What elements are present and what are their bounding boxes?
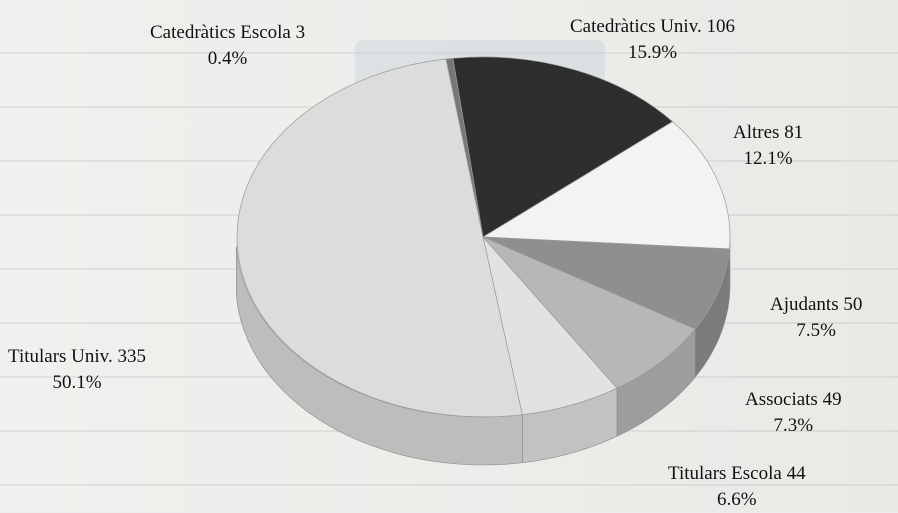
label-ajudants-percent: 7.5% — [796, 320, 836, 341]
label-altres: Altres 81 12.1% — [733, 120, 803, 172]
slice-value-text: 81 — [784, 122, 804, 143]
slice-label-text: Catedràtics Escola — [150, 22, 291, 43]
slice-value-text: 335 — [117, 346, 146, 367]
label-titulars-escola: Titulars Escola 44 6.6% — [668, 461, 806, 513]
label-catedratics-escola-name: Catedràtics Escola 3 — [150, 20, 305, 46]
pie-slice-6 — [445, 57, 484, 238]
label-titulars-escola-name: Titulars Escola 44 — [668, 461, 806, 487]
label-catedratics-univ-name: Catedràtics Univ. 106 — [570, 14, 735, 40]
slice-value-text: 50 — [843, 294, 863, 315]
label-catedratics-escola-percent: 0.4% — [207, 48, 248, 69]
pie-slice-1 — [481, 121, 731, 250]
slice-label-text: Altres — [733, 122, 780, 143]
pie-slice-5 — [236, 58, 523, 418]
slice-value-text: 49 — [822, 389, 842, 410]
label-titulars-escola-percent: 6.6% — [717, 489, 757, 510]
label-associats: Associats 49 7.3% — [745, 387, 842, 439]
label-associats-name: Associats 49 — [745, 387, 842, 413]
label-ajudants-name: Ajudants 50 — [770, 292, 862, 318]
label-altres-name: Altres 81 — [733, 120, 803, 146]
slice-label-text: Titulars Univ. — [8, 346, 113, 367]
slice-value-text: 106 — [706, 16, 735, 37]
slice-label-text: Titulars Escola — [668, 463, 782, 484]
label-altres-percent: 12.1% — [743, 148, 793, 169]
label-titulars-univ: Titulars Univ. 335 50.1% — [8, 344, 146, 396]
slice-label-text: Associats — [745, 389, 818, 410]
slice-label-text: Catedràtics Univ. — [570, 16, 702, 37]
label-catedratics-univ-percent: 15.9% — [627, 42, 678, 63]
pie-slice-2 — [482, 236, 730, 330]
label-catedratics-univ: Catedràtics Univ. 106 15.9% — [570, 14, 735, 66]
slice-label-text: Ajudants — [770, 294, 839, 315]
slice-value-text: 44 — [786, 463, 806, 484]
label-titulars-univ-percent: 50.1% — [52, 372, 102, 393]
label-catedratics-escola: Catedràtics Escola 3 0.4% — [150, 20, 305, 72]
pie-slice-3 — [482, 236, 696, 389]
slice-value-text: 3 — [295, 22, 306, 43]
pie-side-5 — [236, 245, 523, 466]
pie-slice-0 — [452, 56, 674, 238]
label-associats-percent: 7.3% — [773, 415, 814, 436]
label-titulars-univ-name: Titulars Univ. 335 — [8, 344, 146, 370]
pie-slices — [236, 56, 731, 418]
label-ajudants: Ajudants 50 7.5% — [770, 292, 862, 344]
